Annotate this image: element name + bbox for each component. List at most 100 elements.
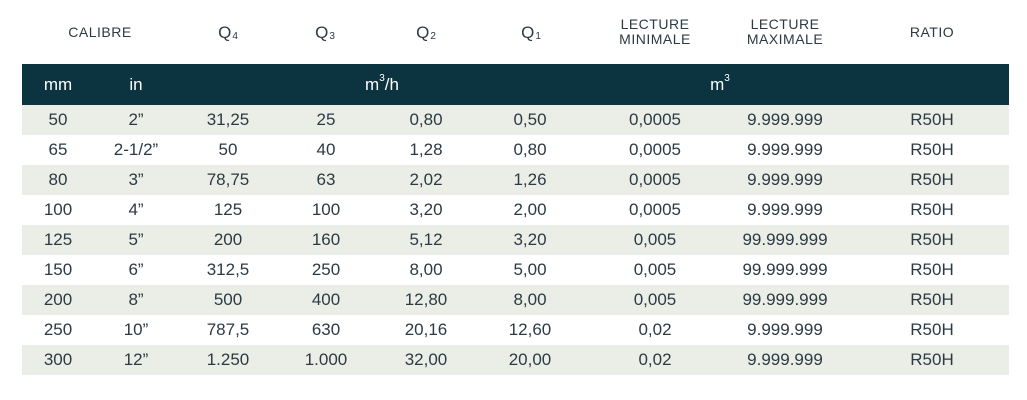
cell-in: 10”: [123, 320, 149, 339]
cell-q4: 787,5: [206, 320, 250, 339]
cell-q4: 125: [213, 200, 243, 219]
cell-q2: 2,02: [409, 170, 443, 189]
cell-lecture-minimale: 0,005: [633, 260, 677, 279]
cell-q2: 0,80: [409, 110, 443, 129]
cell-q2: 32,00: [404, 350, 448, 369]
cell-lecture-maximale: 9.999.999: [747, 320, 823, 339]
cell-q3: 100: [311, 200, 341, 219]
table-row: 300 12” 1.250 1.000 32,00 20,00 0,02 9.999.999 R…: [22, 345, 1009, 375]
header-lecture-minimale: LECTURE MINIMALE: [619, 16, 691, 47]
cell-lecture-maximale: 9.999.999: [747, 350, 823, 369]
cell-lecture-minimale: 0,02: [638, 350, 672, 369]
cell-lecture-maximale: 99.999.999: [742, 290, 828, 309]
cell-q4: 312,5: [206, 260, 250, 279]
cell-lecture-maximale: 99.999.999: [742, 260, 828, 279]
cell-in: 6”: [128, 260, 144, 279]
cell-q3: 25: [316, 110, 336, 129]
cell-q4: 500: [213, 290, 243, 309]
cell-lecture-maximale: 9.999.999: [747, 140, 823, 159]
cell-ratio: R50H: [910, 320, 954, 339]
cell-in: 2”: [128, 110, 144, 129]
cell-mm: 250: [43, 320, 73, 339]
cell-in: 8”: [128, 290, 144, 309]
cell-mm: 200: [43, 290, 73, 309]
cell-q3: 630: [311, 320, 341, 339]
cell-ratio: R50H: [910, 230, 954, 249]
header-calibre: CALIBRE: [68, 23, 132, 40]
cell-ratio: R50H: [910, 290, 954, 309]
unit-flow-rate: m 3/h: [365, 73, 399, 94]
cell-mm: 125: [43, 230, 73, 249]
cell-q1: 2,00: [513, 200, 547, 219]
cell-q4: 31,25: [206, 110, 250, 129]
cell-q3: 160: [311, 230, 341, 249]
cell-lecture-minimale: 0,02: [638, 320, 672, 339]
cell-mm: 65: [48, 140, 68, 159]
cell-lecture-maximale: 9.999.999: [747, 170, 823, 189]
cell-lecture-maximale: 9.999.999: [747, 110, 823, 129]
header-ratio: RATIO: [909, 23, 955, 40]
cell-lecture-minimale: 0,0005: [629, 140, 681, 159]
header-lecture-maximale: LECTURE MAXIMALE: [746, 16, 824, 47]
cell-q2: 12,80: [404, 290, 448, 309]
cell-q4: 200: [213, 230, 243, 249]
cell-q3: 63: [316, 170, 336, 189]
cell-q1: 12,60: [508, 320, 552, 339]
cell-q3: 400: [311, 290, 341, 309]
table-row: 125 5” 200 160 5,12 3,20 0,005 99.999.999 R50H: [22, 225, 1009, 255]
unit-in: in: [129, 74, 143, 94]
cell-ratio: R50H: [910, 110, 954, 129]
cell-q2: 20,16: [404, 320, 448, 339]
cell-mm: 100: [43, 200, 73, 219]
table-row: 65 2-1/2” 50 40 1,28 0,80 0,0005 9.999.999 R50H: [22, 135, 1009, 165]
cell-lecture-minimale: 0,005: [633, 290, 677, 309]
cell-q4: 78,75: [206, 170, 250, 189]
table-row: 80 3” 78,75 63 2,02 1,26 0,0005 9.999.999 R50H: [22, 165, 1009, 195]
table-row: 150 6” 312,5 250 8,00 5,00 0,005 99.999.999 R50H: [22, 255, 1009, 285]
cell-q2: 1,28: [409, 140, 443, 159]
table-body: 50 2” 31,25 25 0,80 0,50 0,0005 9.999.999 R50H 65…: [22, 105, 1009, 375]
cell-mm: 300: [43, 350, 73, 369]
cell-q2: 5,12: [409, 230, 443, 249]
cell-lecture-minimale: 0,0005: [629, 170, 681, 189]
cell-q4: 1.250: [206, 350, 250, 369]
cell-lecture-minimale: 0,0005: [629, 200, 681, 219]
cell-q1: 1,26: [513, 170, 547, 189]
cell-lecture-minimale: 0,0005: [629, 110, 681, 129]
cell-q1: 5,00: [513, 260, 547, 279]
cell-q1: 0,80: [513, 140, 547, 159]
cell-lecture-maximale: 9.999.999: [747, 200, 823, 219]
cell-mm: 80: [48, 170, 68, 189]
table-row: 50 2” 31,25 25 0,80 0,50 0,0005 9.999.999 R50H: [22, 105, 1009, 135]
cell-mm: 50: [48, 110, 68, 129]
cell-in: 2-1/2”: [113, 140, 159, 159]
cell-q1: 8,00: [513, 290, 547, 309]
cell-q2: 3,20: [409, 200, 443, 219]
cell-in: 12”: [123, 350, 149, 369]
cell-ratio: R50H: [910, 350, 954, 369]
cell-ratio: R50H: [910, 260, 954, 279]
cell-ratio: R50H: [910, 140, 954, 159]
table-row: 100 4” 125 100 3,20 2,00 0,0005 9.999.999 R50H: [22, 195, 1009, 225]
table-row: 250 10” 787,5 630 20,16 12,60 0,02 9.999.999 R50…: [22, 315, 1009, 345]
cell-lecture-minimale: 0,005: [633, 230, 677, 249]
cell-q3: 250: [311, 260, 341, 279]
cell-lecture-maximale: 99.999.999: [742, 230, 828, 249]
cell-in: 3”: [128, 170, 144, 189]
table-row: 200 8” 500 400 12,80 8,00 0,005 99.999.999 R50H: [22, 285, 1009, 315]
cell-q3: 1.000: [304, 350, 348, 369]
cell-ratio: R50H: [910, 170, 954, 189]
cell-in: 5”: [128, 230, 144, 249]
cell-in: 4”: [128, 200, 144, 219]
cell-mm: 150: [43, 260, 73, 279]
unit-mm: mm: [43, 74, 73, 94]
cell-ratio: R50H: [910, 200, 954, 219]
cell-q1: 3,20: [513, 230, 547, 249]
